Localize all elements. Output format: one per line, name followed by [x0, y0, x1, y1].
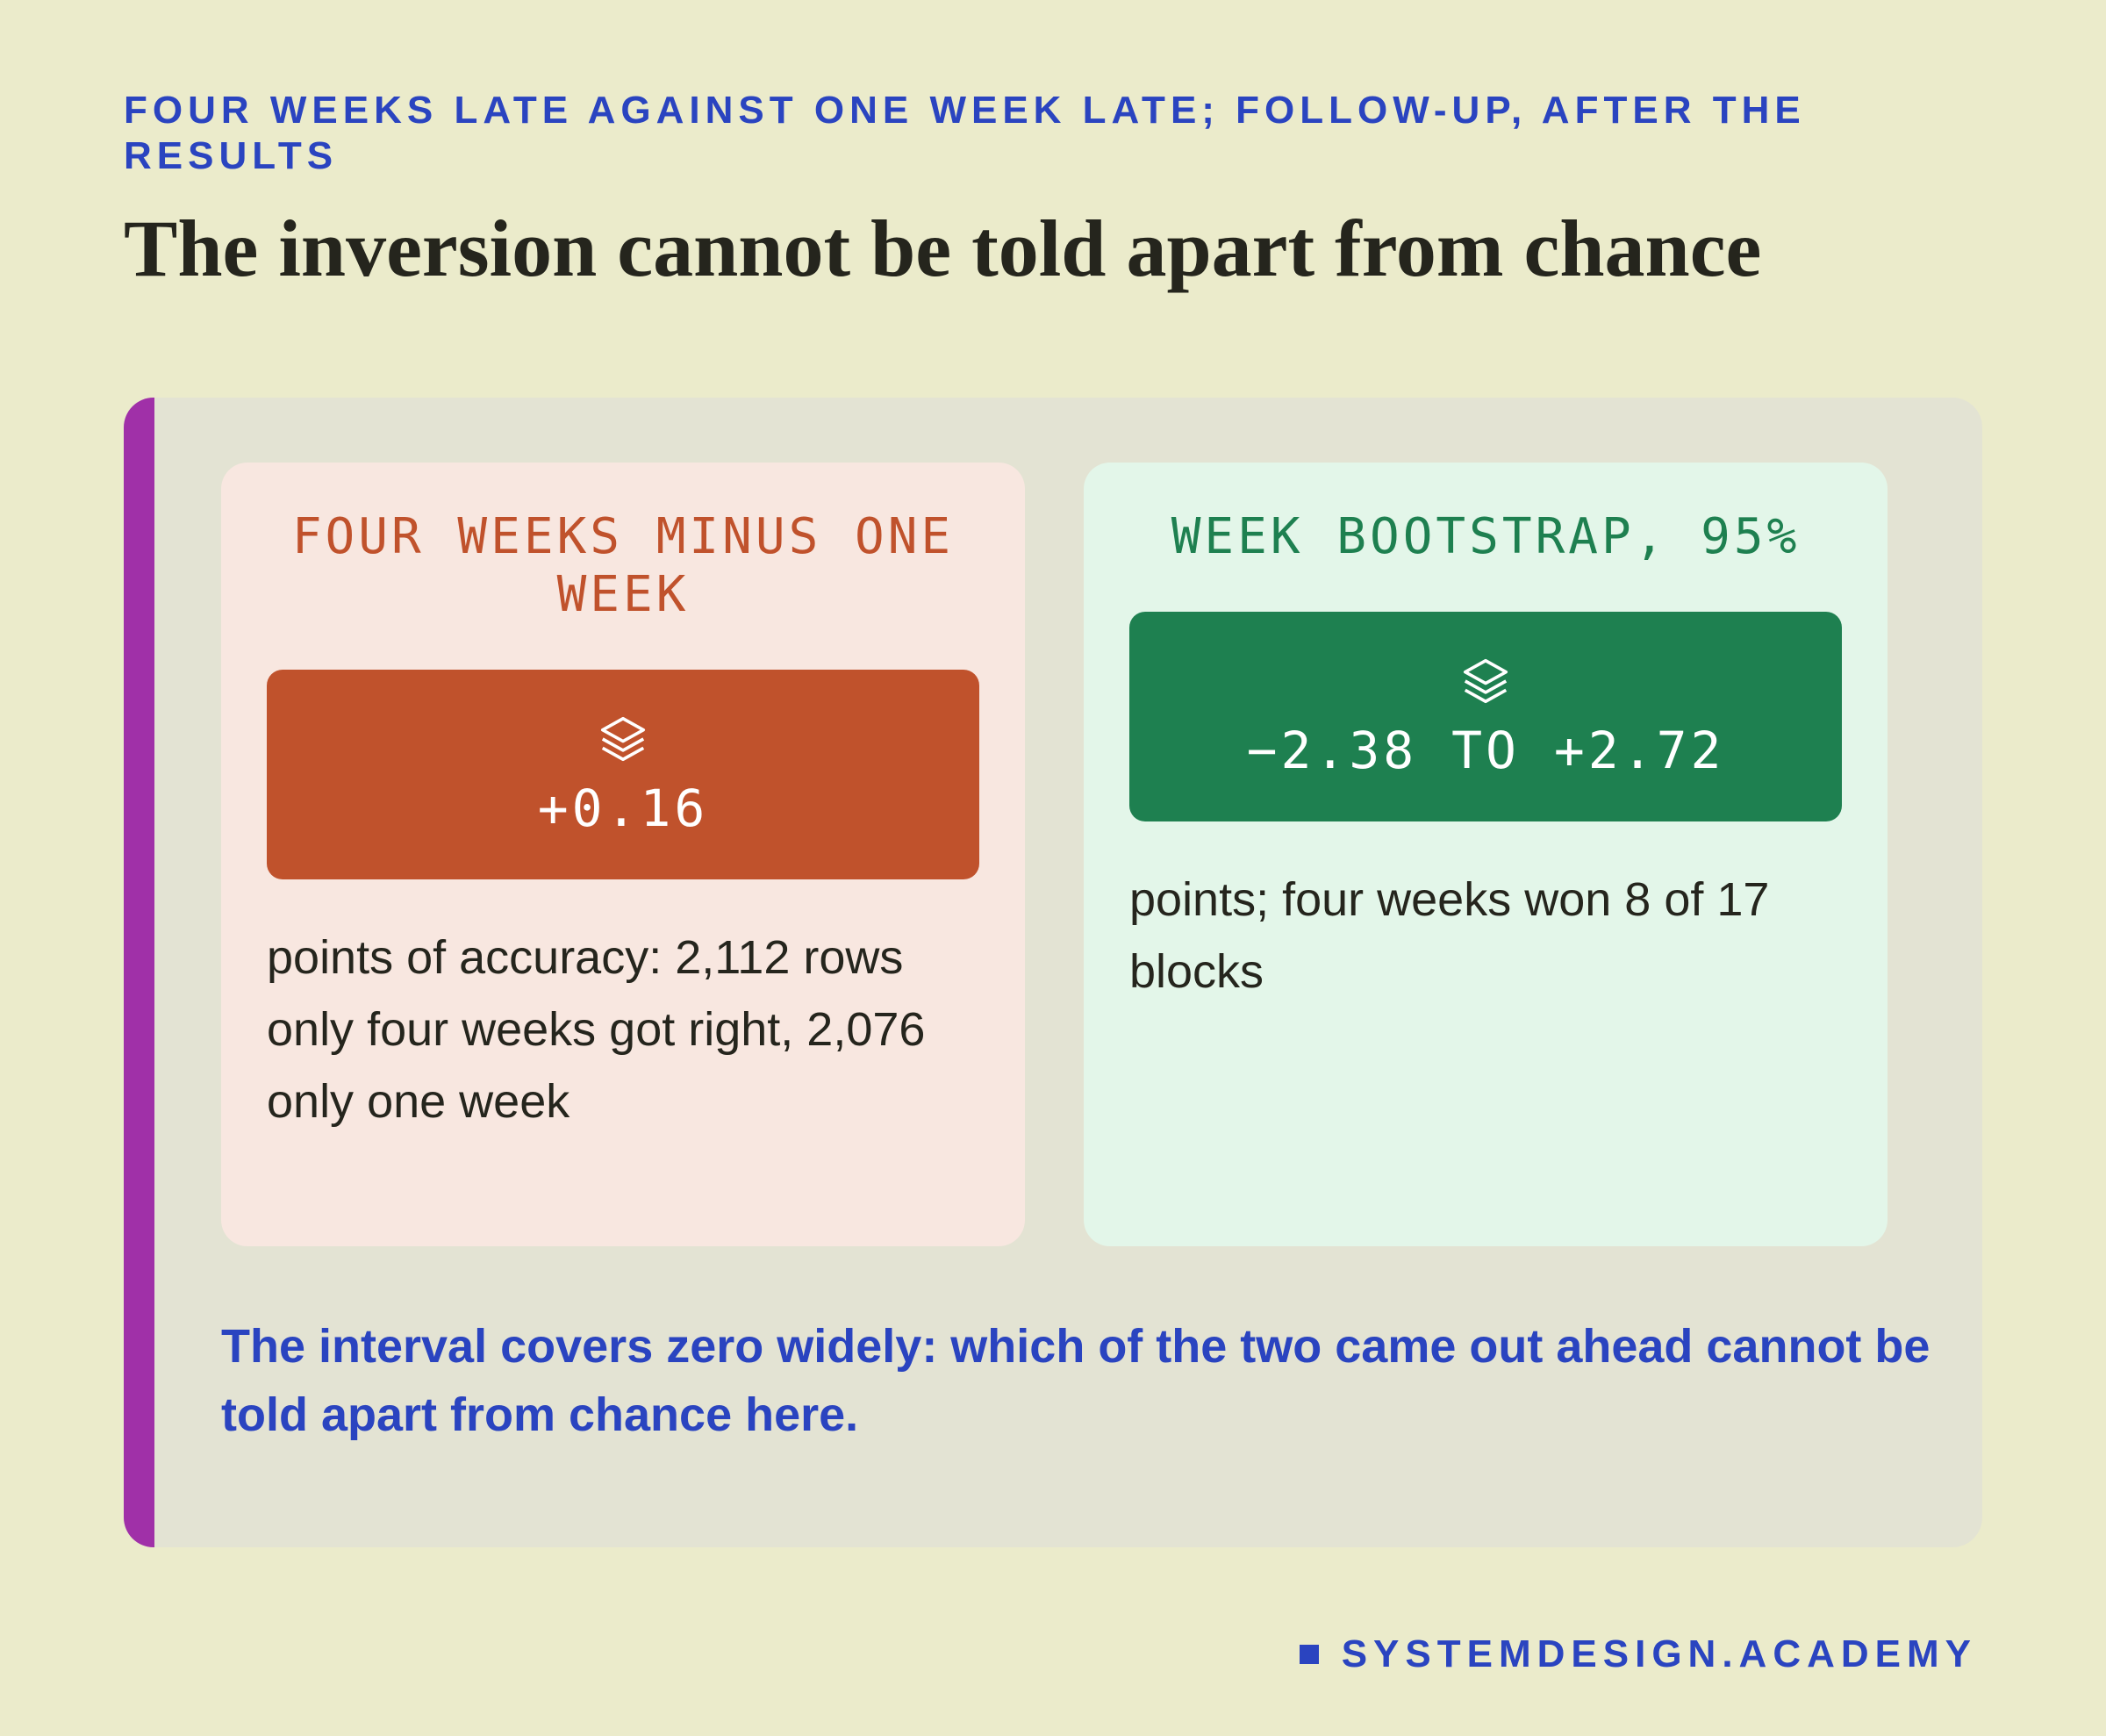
- brand: SYSTEMDESIGN.ACADEMY: [1299, 1632, 1977, 1676]
- panel-label: FOUR WEEKS MINUS ONE WEEK: [291, 508, 955, 623]
- panel-label: WEEK BOOTSTRAP, 95%: [1171, 508, 1801, 565]
- accent-bar: [124, 398, 154, 1547]
- brand-mark: [1299, 1645, 1319, 1664]
- description: points of accuracy: 2,112 rows only four…: [267, 931, 926, 1128]
- value-box: −2.38 TO +2.72: [1129, 612, 1842, 821]
- eyebrow: FOUR WEEKS LATE AGAINST ONE WEEK LATE; F…: [124, 89, 1806, 177]
- brand-name: SYSTEMDESIGN.ACADEMY: [1341, 1632, 1977, 1675]
- panel: FOUR WEEKS MINUS ONE WEEK +0.16 points o…: [221, 463, 1025, 1246]
- description: points; four weeks won 8 of 17 blocks: [1129, 873, 1770, 998]
- value-box: +0.16: [267, 670, 979, 879]
- title: The inversion cannot be told apart from …: [124, 204, 1762, 293]
- note: The interval covers zero widely: which o…: [221, 1320, 1930, 1441]
- card: FOUR WEEKS MINUS ONE WEEK +0.16 points o…: [124, 398, 1982, 1547]
- value: +0.16: [537, 778, 709, 838]
- value: −2.38 TO +2.72: [1246, 720, 1725, 780]
- layers-icon: [600, 716, 646, 761]
- layers-icon: [1463, 658, 1508, 703]
- panel: WEEK BOOTSTRAP, 95% −2.38 TO +2.72 point…: [1084, 463, 1888, 1246]
